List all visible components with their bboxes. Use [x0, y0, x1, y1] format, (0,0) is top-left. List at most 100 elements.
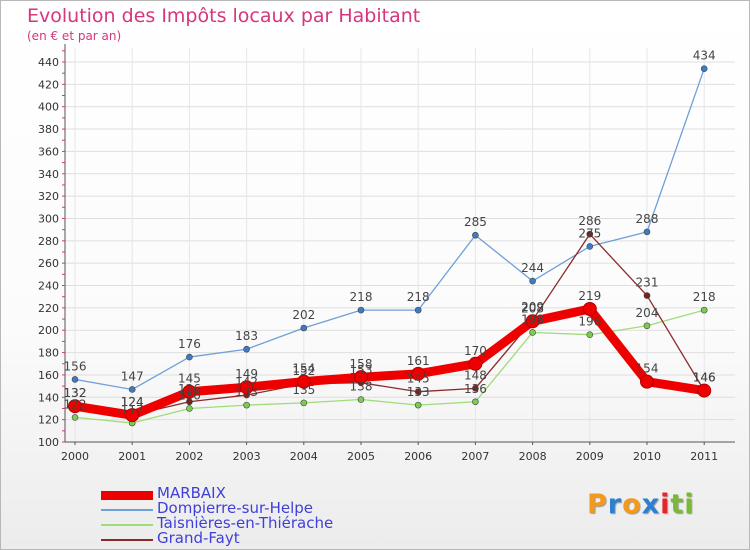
y-tick-label: 140	[38, 391, 59, 404]
data-label-taisnieres: 136	[464, 382, 487, 396]
x-tick-label: 2005	[347, 450, 375, 463]
data-label-dompierre: 183	[235, 329, 258, 343]
data-label-marbaix: 149	[235, 367, 258, 381]
data-point-marbaix	[296, 374, 311, 389]
data-point-dompierre	[586, 243, 594, 250]
data-point-marbaix	[640, 374, 654, 389]
data-label-marbaix: 154	[636, 362, 659, 376]
data-point-dompierre	[529, 277, 536, 285]
data-point-marbaix	[525, 314, 540, 329]
data-label-grand-fayt: 286	[578, 214, 601, 228]
legend-label-taisnieres: Taisnières-en-Thiérache	[157, 514, 334, 532]
data-label-taisnieres: 138	[350, 380, 373, 394]
data-label-taisnieres: 133	[407, 385, 430, 399]
legend-label-grand-fayt: Grand-Fayt	[157, 529, 240, 547]
data-point-marbaix	[68, 399, 82, 414]
data-point-taisnieres	[71, 414, 79, 421]
series-line-marbaix	[70, 304, 709, 420]
x-tick-label: 2009	[576, 450, 604, 463]
data-label-taisnieres: 218	[693, 290, 716, 304]
x-tick-label: 2006	[404, 450, 432, 463]
data-point-dompierre	[357, 306, 365, 314]
data-point-grand-fayt	[643, 292, 651, 299]
data-point-taisnieres	[243, 401, 250, 409]
x-tick-label: 2007	[461, 450, 489, 463]
y-tick-label: 160	[38, 369, 59, 382]
x-tick-label: 2000	[61, 450, 89, 463]
y-tick-label: 220	[38, 302, 59, 315]
y-tick-label: 320	[38, 190, 59, 203]
legend-swatch-marbaix	[101, 491, 153, 500]
x-tick-label: 2010	[633, 450, 661, 463]
data-label-dompierre: 244	[521, 261, 544, 275]
data-point-dompierre	[643, 228, 651, 236]
data-point-dompierre	[414, 306, 422, 314]
y-tick-label: 400	[38, 101, 59, 114]
data-label-dompierre: 434	[693, 49, 716, 63]
y-tick-label: 360	[38, 145, 59, 158]
y-tick-label: 120	[38, 414, 59, 427]
chart-title: Evolution des Impôts locaux par Habitant	[27, 5, 421, 27]
data-point-grand-fayt	[586, 230, 594, 238]
data-point-marbaix	[582, 302, 597, 316]
y-tick-label: 440	[38, 56, 59, 69]
data-point-grand-fayt	[414, 388, 422, 396]
data-point-dompierre	[128, 386, 136, 393]
y-tick-label: 200	[38, 324, 59, 337]
data-label-dompierre: 218	[407, 290, 430, 304]
data-label-marbaix: 219	[578, 289, 601, 303]
data-point-taisnieres	[586, 331, 594, 339]
data-point-marbaix	[468, 356, 483, 371]
y-tick-label: 280	[38, 235, 59, 248]
y-tick-label: 340	[38, 168, 59, 181]
data-label-taisnieres: 117	[121, 403, 144, 417]
y-tick-label: 260	[38, 257, 59, 270]
data-point-dompierre	[243, 345, 250, 353]
data-label-grand-fayt: 142	[235, 375, 258, 389]
data-label-marbaix: 145	[178, 372, 201, 386]
data-label-grand-fayt: 231	[636, 276, 659, 290]
data-point-dompierre	[186, 353, 193, 361]
data-label-grand-fayt: 145	[407, 372, 430, 386]
data-point-dompierre	[472, 231, 479, 239]
data-label-dompierre: 288	[636, 212, 659, 226]
y-tick-label: 420	[38, 78, 59, 91]
x-tick-label: 2004	[290, 450, 318, 463]
data-label-marbaix: 170	[464, 344, 487, 358]
data-point-marbaix	[354, 370, 368, 385]
data-label-dompierre: 275	[578, 226, 601, 240]
data-label-marbaix: 208	[521, 301, 544, 315]
data-point-taisnieres	[700, 306, 708, 314]
data-label-dompierre: 176	[178, 337, 201, 351]
x-tick-label: 2008	[519, 450, 547, 463]
data-point-marbaix	[411, 366, 426, 381]
legend-swatch-taisnieres	[101, 524, 153, 526]
data-point-taisnieres	[300, 399, 308, 407]
data-point-taisnieres	[472, 398, 479, 406]
data-label-marbaix: 132	[64, 386, 87, 400]
proxiti-logo-letter: P	[587, 489, 608, 520]
data-point-dompierre	[300, 324, 308, 332]
data-point-marbaix	[182, 384, 197, 399]
data-label-taisnieres: 196	[578, 315, 601, 329]
data-label-grand-fayt: 148	[464, 368, 487, 382]
data-label-dompierre: 156	[64, 359, 87, 373]
data-point-marbaix	[239, 380, 254, 395]
data-point-taisnieres	[357, 396, 365, 403]
y-tick-label: 380	[38, 123, 59, 136]
data-label-taisnieres: 135	[292, 383, 315, 397]
data-label-taisnieres: 198	[521, 312, 544, 326]
data-label-grand-fayt: 146	[693, 371, 716, 385]
x-tick-label: 2001	[118, 450, 146, 463]
data-point-taisnieres	[186, 405, 193, 412]
data-label-marbaix: 146	[693, 371, 716, 385]
proxiti-logo-letter: i	[660, 489, 671, 520]
data-point-marbaix	[697, 383, 712, 398]
data-label-dompierre: 218	[350, 290, 373, 304]
x-tick-label: 2002	[175, 450, 203, 463]
chart-subtitle: (en € et par an)	[27, 29, 122, 43]
y-tick-label: 240	[38, 280, 59, 293]
series-line-grand-fayt	[74, 233, 705, 416]
